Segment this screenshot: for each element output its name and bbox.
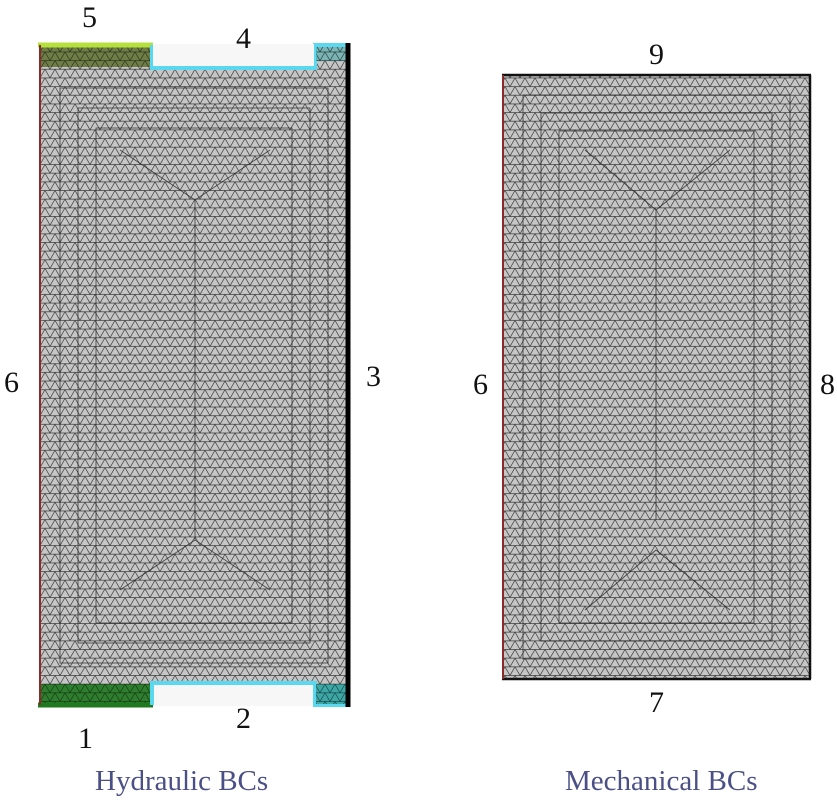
hydraulic-caption: Hydraulic BCs (95, 765, 269, 797)
hydraulic-mesh (39, 44, 349, 706)
boundary-1-region (41, 684, 151, 704)
hydraulic-label-3: 3 (366, 360, 381, 393)
hydraulic-label-6: 6 (4, 366, 19, 399)
mechanical-refinement-lines (522, 94, 791, 660)
hydraulic-label-5: 5 (82, 1, 97, 34)
hydraulic-domain (38, 42, 351, 708)
mechanical-label-6: 6 (473, 368, 488, 401)
mechanical-label-8: 8 (820, 368, 835, 401)
hydraulic-label-4: 4 (236, 22, 251, 55)
hydraulic-label-1: 1 (78, 722, 93, 755)
mechanical-label-9: 9 (649, 38, 664, 71)
boundary-4-edge (150, 43, 348, 70)
hydraulic-label-2: 2 (236, 702, 251, 735)
mechanical-mesh (502, 74, 811, 680)
mesh-refinement-lines (59, 87, 329, 664)
mechanical-domain (502, 73, 812, 681)
mechanical-caption: Mechanical BCs (565, 765, 758, 797)
boundary-2-teal-region (316, 684, 347, 704)
boundary-2-edge (150, 681, 348, 707)
mechanical-label-7: 7 (649, 686, 664, 719)
boundary-5-region (41, 47, 151, 67)
